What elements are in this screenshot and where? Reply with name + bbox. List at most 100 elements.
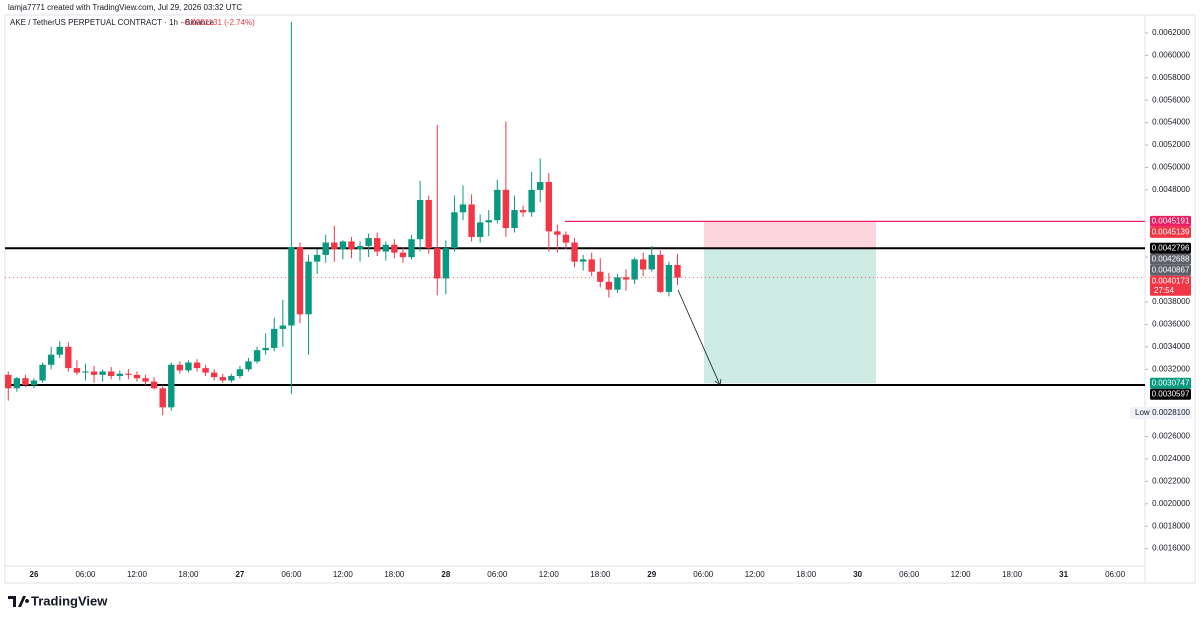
x-tick-label: 06:00 <box>1105 570 1126 579</box>
candle-body <box>159 388 166 408</box>
candle-body <box>73 368 81 373</box>
price-badge <box>1150 215 1191 227</box>
candle-body <box>416 199 424 240</box>
x-tick-label: 26 <box>30 570 39 579</box>
low-badge <box>1130 406 1192 419</box>
candle-body <box>408 239 415 258</box>
candle-body <box>193 362 201 369</box>
candle-body <box>125 373 132 375</box>
candle-body <box>236 369 244 376</box>
price-badge <box>1150 388 1191 400</box>
candle-body <box>528 189 535 213</box>
x-tick-label: 12:00 <box>333 570 354 579</box>
candle-body <box>339 241 347 250</box>
candle-body <box>399 252 407 258</box>
candle-body <box>331 242 338 250</box>
x-tick-label: 12:00 <box>539 570 560 579</box>
candle-body <box>13 378 21 389</box>
candle-body <box>545 182 552 232</box>
y-tick-label: 0.0018000 <box>1152 521 1190 530</box>
x-tick-label: 06:00 <box>281 570 302 579</box>
logo: TradingView <box>8 593 108 608</box>
candle-body <box>202 368 209 373</box>
candle-body <box>30 380 38 385</box>
y-tick-label: 0.0020000 <box>1152 499 1190 508</box>
change: -0.0001131 (-2.74%) <box>182 18 255 27</box>
candle-body <box>56 346 63 355</box>
y-tick-label: 0.0056000 <box>1152 95 1190 104</box>
x-tick-label: 18:00 <box>590 570 611 579</box>
candle-body <box>511 210 518 228</box>
candle-body <box>168 364 175 408</box>
candle-body <box>116 373 123 376</box>
candle-body <box>90 371 98 375</box>
candle-body <box>365 238 372 246</box>
y-tick-label: 0.0062000 <box>1152 28 1190 37</box>
price-badge <box>1150 275 1191 296</box>
footer-brand: TradingView <box>31 593 108 608</box>
price-badge-label: 0.0042688 <box>1152 255 1190 264</box>
candle-body <box>459 204 467 213</box>
price-badge <box>1150 264 1191 276</box>
candle-body <box>468 204 475 237</box>
candle-body <box>442 248 450 279</box>
price-badge-label: 0.0030747 <box>1152 379 1190 388</box>
candle-body <box>279 325 287 329</box>
candle-body <box>648 254 655 270</box>
y-tick-label: 0.0026000 <box>1152 432 1190 441</box>
candle-body <box>374 238 381 252</box>
x-tick-label: 06:00 <box>693 570 714 579</box>
candle-body <box>108 371 115 376</box>
price-badge-label: 0.0042796 <box>1152 244 1190 253</box>
price-badge <box>1150 226 1191 238</box>
candle-body <box>554 231 561 235</box>
y-tick-label: 0.0038000 <box>1152 297 1190 306</box>
candle-body <box>150 381 158 389</box>
candle-body <box>674 264 681 278</box>
candle-body <box>99 371 106 375</box>
x-tick-label: 30 <box>853 570 862 579</box>
price-badge-label: 0.0040867 <box>1152 266 1190 275</box>
candle-body <box>5 374 12 389</box>
price-badge-label: 0.0045191 <box>1152 217 1190 226</box>
candle-body <box>245 361 252 370</box>
x-tick-label: 12:00 <box>951 570 972 579</box>
candle-body <box>348 241 355 250</box>
candle-body <box>579 259 587 262</box>
price-badge-label: 0.0040173 <box>1152 277 1190 286</box>
chart-title: AKE / TetherUS PERPETUAL CONTRACT · 1h ·… <box>10 18 214 27</box>
candle-body <box>476 222 484 237</box>
price-badge <box>1150 377 1191 389</box>
candle-body <box>537 182 544 190</box>
x-tick-label: 18:00 <box>796 570 817 579</box>
x-tick-label: 27 <box>235 570 244 579</box>
candle-body <box>39 364 46 381</box>
y-tick-label: 0.0054000 <box>1152 118 1190 127</box>
y-tick-label: 0.0060000 <box>1152 50 1190 59</box>
y-tick-label: 0.0048000 <box>1152 185 1190 194</box>
x-tick-label: 18:00 <box>384 570 405 579</box>
candle-body <box>614 277 621 290</box>
candle-body <box>657 254 664 292</box>
y-tick-label: 0.0032000 <box>1152 364 1190 373</box>
x-tick-label: 12:00 <box>127 570 148 579</box>
candle-body <box>494 189 501 221</box>
candle-body <box>142 378 149 382</box>
y-tick-label: 0.0058000 <box>1152 73 1190 82</box>
candle-body <box>382 244 389 252</box>
y-tick-label: 0.0022000 <box>1152 476 1190 485</box>
target-zone <box>704 248 876 384</box>
candle-body <box>253 350 261 362</box>
frame <box>4 14 1196 584</box>
candle-body <box>391 244 398 253</box>
stop-zone <box>704 221 876 249</box>
price-badge-label: 0.0030597 <box>1152 390 1190 399</box>
candle-body <box>305 261 312 315</box>
countdown: 27:54 <box>1154 286 1175 295</box>
candle-body <box>665 264 673 292</box>
price-badge <box>1150 253 1191 265</box>
x-tick-label: 18:00 <box>178 570 199 579</box>
candle-body <box>356 245 364 250</box>
arrow-head <box>714 378 722 386</box>
